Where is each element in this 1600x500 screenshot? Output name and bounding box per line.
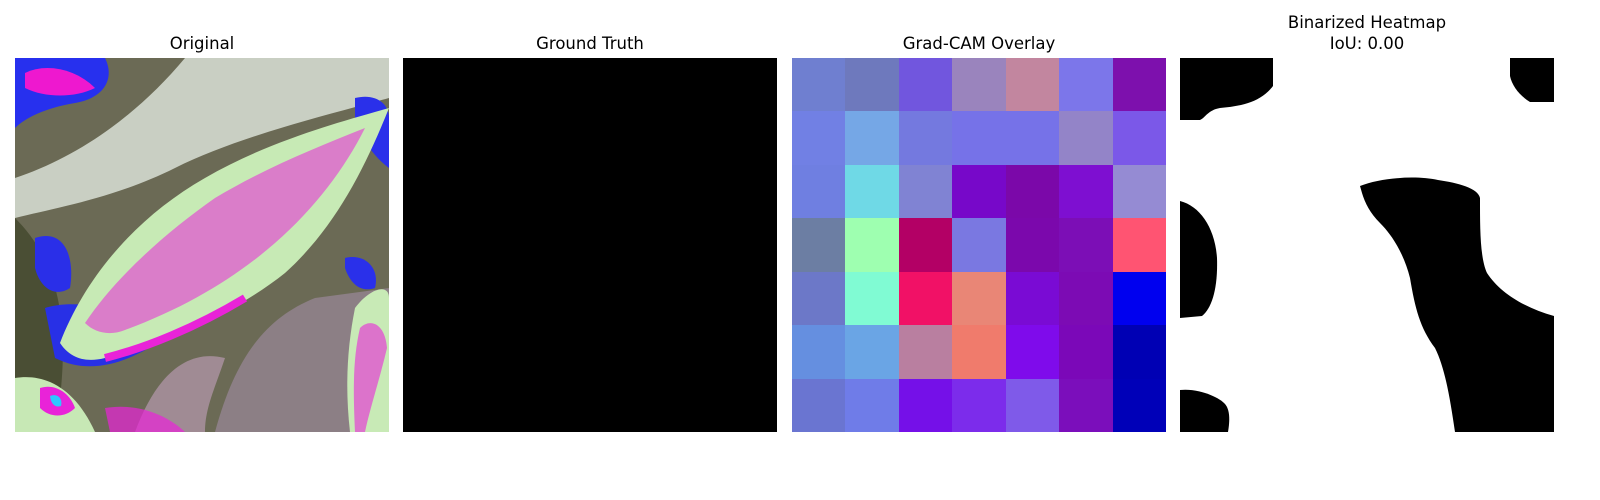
gradcam-cell — [1059, 271, 1113, 326]
gradcam-cell — [898, 271, 953, 326]
gradcam-cell — [845, 325, 899, 379]
binarized-mask-shapes — [1180, 58, 1554, 432]
gradcam-cell — [952, 58, 1006, 112]
gradcam-cell — [1059, 164, 1113, 219]
gradcam-cell — [898, 111, 953, 165]
gradcam-cell — [1112, 271, 1166, 326]
gradcam-cell — [1059, 58, 1113, 112]
gradcam-cell — [792, 58, 846, 112]
gradcam-cell — [1112, 58, 1166, 112]
gradcam-cell — [952, 164, 1006, 219]
gradcam-cell — [1005, 164, 1060, 219]
gradcam-cell — [792, 271, 846, 326]
gradcam-cell — [952, 325, 1006, 379]
gradcam-cell — [1005, 378, 1060, 432]
binarized-heatmap-title: Binarized Heatmap — [1287, 13, 1447, 32]
gradcam-cell — [1112, 164, 1166, 219]
iou-label: IoU: 0.00 — [1329, 34, 1405, 53]
original-title: Original — [169, 34, 235, 53]
gradcam-cell — [1005, 218, 1060, 272]
gradcam-cell — [1059, 325, 1113, 379]
gradcam-cell — [1112, 325, 1166, 379]
gradcam-cell — [952, 378, 1006, 432]
gradcam-cell — [792, 218, 846, 272]
original-leaf-illustration — [15, 58, 389, 432]
gradcam-cell — [792, 325, 846, 379]
ground-truth-title: Ground Truth — [536, 34, 644, 53]
gradcam-cell — [845, 164, 899, 219]
gradcam-cell — [1059, 111, 1113, 165]
gradcam-cell — [1059, 218, 1113, 272]
gradcam-cell — [952, 111, 1006, 165]
gradcam-cell — [1112, 378, 1166, 432]
gradcam-cell — [898, 58, 953, 112]
gradcam-cell — [792, 111, 846, 165]
gradcam-cell — [792, 378, 846, 432]
gradcam-cell — [1005, 325, 1060, 379]
gradcam-overlay-title: Grad-CAM Overlay — [902, 34, 1056, 53]
gradcam-cell — [898, 325, 953, 379]
gradcam-cell — [845, 271, 899, 326]
gradcam-cell — [845, 378, 899, 432]
gradcam-cell — [1005, 111, 1060, 165]
gradcam-cell — [898, 378, 953, 432]
gradcam-cell — [952, 271, 1006, 326]
binarized-heatmap — [1180, 58, 1554, 432]
gradcam-cell — [845, 218, 899, 272]
ground-truth-mask — [403, 58, 777, 432]
gradcam-cell — [898, 218, 953, 272]
gradcam-cell — [952, 218, 1006, 272]
gradcam-cell — [845, 58, 899, 112]
gradcam-cell — [898, 164, 953, 219]
gradcam-cell — [1005, 271, 1060, 326]
gradcam-cell — [1005, 58, 1060, 112]
gradcam-cell — [1112, 218, 1166, 272]
gradcam-cell — [1112, 111, 1166, 165]
gradcam-overlay-grid — [792, 58, 1166, 432]
gradcam-cell — [792, 164, 846, 219]
gradcam-cell — [845, 111, 899, 165]
gradcam-cell — [1059, 378, 1113, 432]
original-image — [15, 58, 389, 432]
